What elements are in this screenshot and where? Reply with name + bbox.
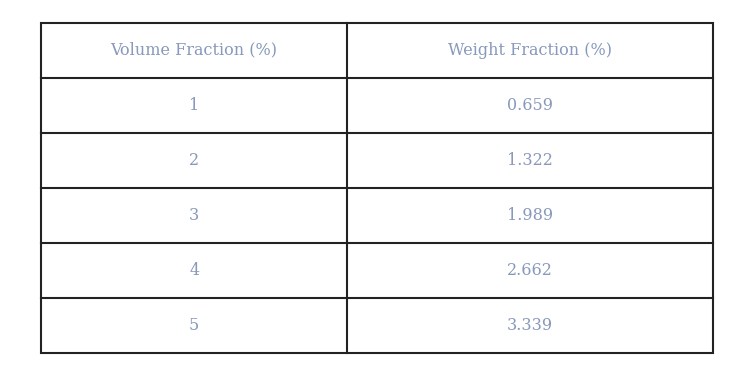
Text: 2.662: 2.662 (507, 262, 553, 279)
Text: Weight Fraction (%): Weight Fraction (%) (448, 42, 611, 59)
Text: Volume Fraction (%): Volume Fraction (%) (111, 42, 277, 59)
Text: 1.989: 1.989 (507, 207, 553, 224)
Text: 1: 1 (189, 97, 199, 114)
Text: 3: 3 (189, 207, 199, 224)
Text: 1.322: 1.322 (507, 152, 553, 169)
Text: 0.659: 0.659 (507, 97, 553, 114)
Text: 4: 4 (189, 262, 199, 279)
Text: 2: 2 (189, 152, 199, 169)
Bar (41, 23, 713, 353)
Text: 5: 5 (189, 317, 199, 334)
Text: 3.339: 3.339 (507, 317, 553, 334)
